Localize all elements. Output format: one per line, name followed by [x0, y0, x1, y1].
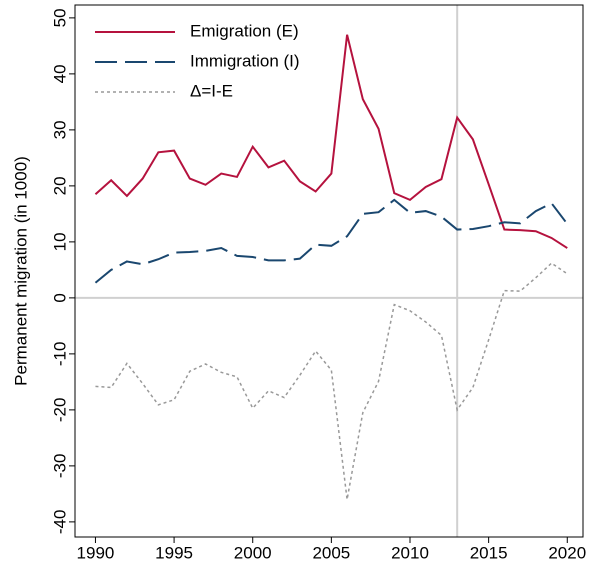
y-tick-label: -30	[50, 454, 69, 479]
x-tick-label: 2010	[391, 543, 429, 562]
legend-label: Δ=I-E	[190, 81, 233, 100]
y-tick-label: 30	[50, 120, 69, 139]
data-line	[94, 198, 569, 284]
legend-label: Emigration (E)	[190, 21, 299, 40]
x-tick-label: 2005	[312, 543, 350, 562]
y-tick-label: 0	[50, 293, 69, 302]
y-axis-label: Permanent migration (in 1000)	[11, 156, 30, 386]
y-tick-label: 20	[50, 176, 69, 195]
data-line	[94, 34, 568, 249]
plot-frame	[74, 4, 584, 538]
y-tick-label: 50	[50, 8, 69, 27]
legend-label: Immigration (I)	[190, 51, 300, 70]
x-tick-label: 1990	[77, 543, 115, 562]
data-line	[95, 262, 568, 500]
y-tick-label: 10	[50, 232, 69, 251]
x-tick-label: 2015	[470, 543, 508, 562]
y-tick-label: -40	[50, 510, 69, 535]
y-tick-label: 40	[50, 64, 69, 83]
x-tick-label: 2020	[548, 543, 586, 562]
y-tick-label: -10	[50, 342, 69, 367]
x-tick-label: 1995	[155, 543, 193, 562]
x-tick-label: 2000	[234, 543, 272, 562]
y-tick-label: -20	[50, 398, 69, 423]
